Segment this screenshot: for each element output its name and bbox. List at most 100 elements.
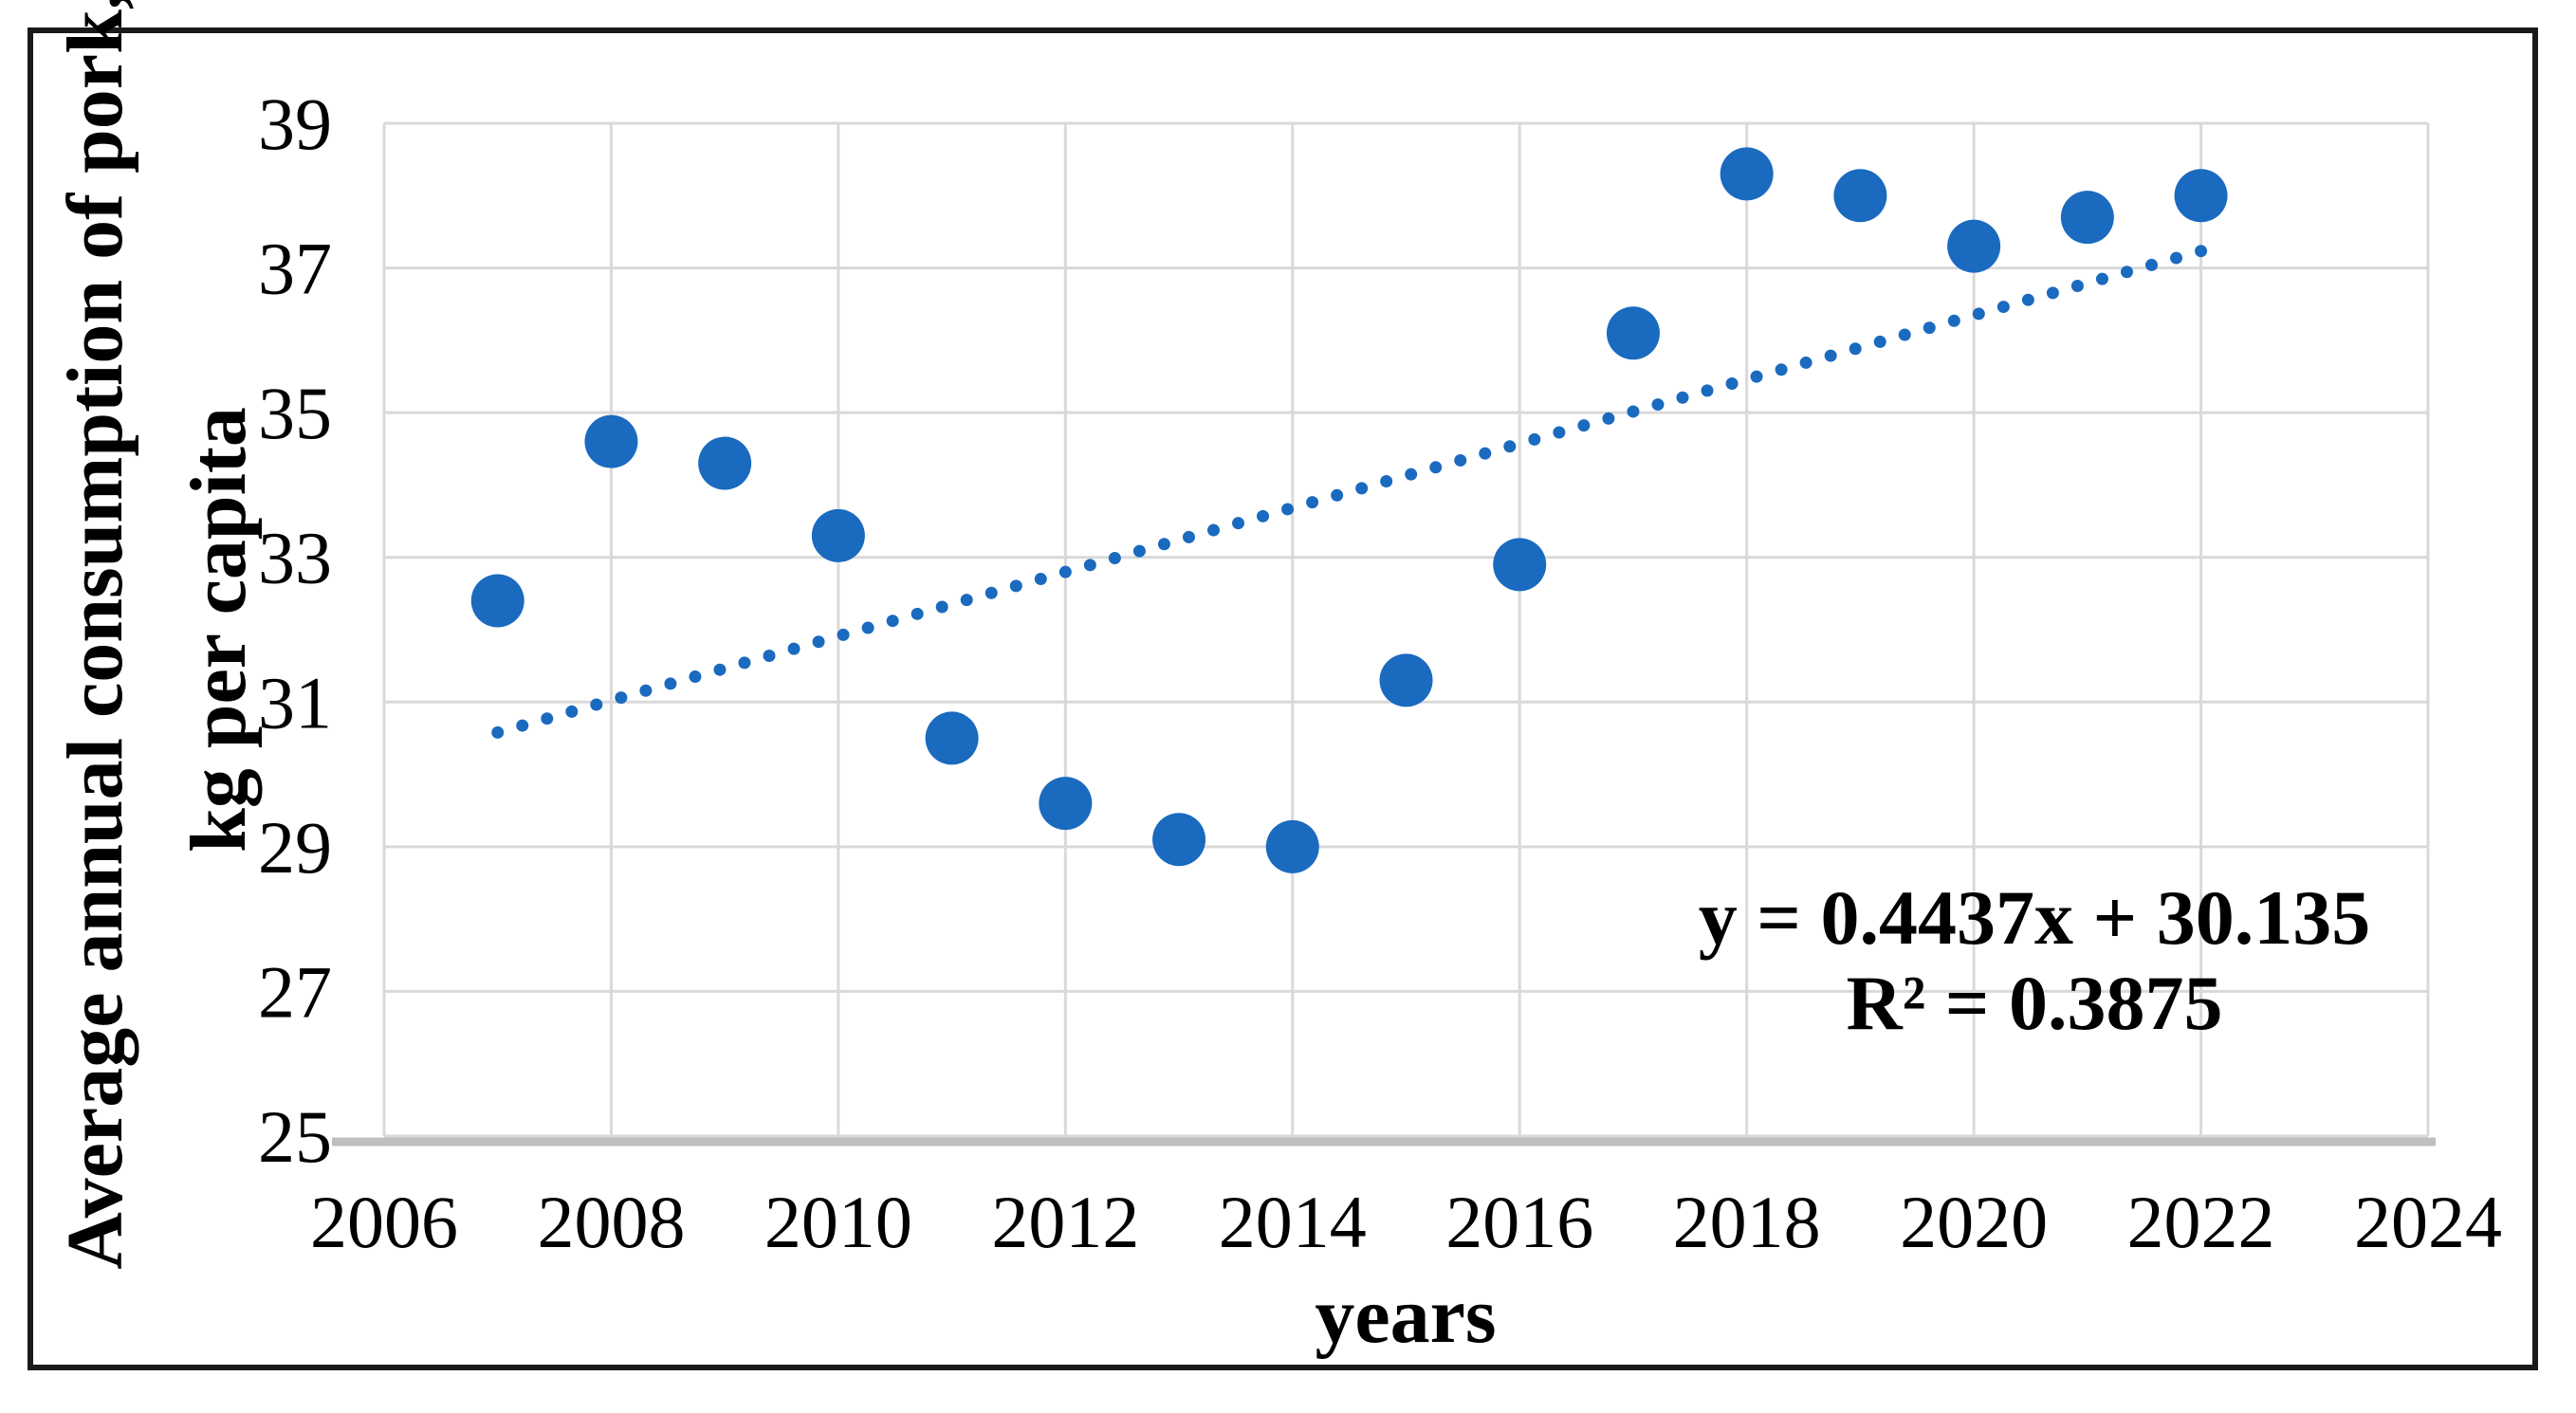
trend-dot (1873, 335, 1886, 348)
point-2014 (1265, 819, 1319, 873)
trend-dot (1898, 328, 1911, 341)
trend-dot (1281, 503, 1295, 516)
trend-dot (1528, 432, 1541, 446)
trend-dot (565, 705, 579, 718)
trend-dot (984, 586, 998, 599)
trend-dot (1206, 523, 1220, 537)
trend-dot (763, 649, 776, 662)
trend-dot (861, 621, 874, 634)
x-axis-title: years (1315, 1272, 1496, 1360)
trend-dot (1799, 356, 1812, 369)
trend-dot (1306, 496, 1319, 509)
trend-dot (1750, 370, 1763, 383)
point-2020 (1947, 219, 2001, 273)
trend-dot (713, 663, 727, 676)
x-axis-tick-labels: 2006 2008 2010 2012 2014 2016 2018 2020 2022 2024 (310, 1181, 2502, 1263)
trend-dot (590, 698, 603, 711)
trend-dot (1479, 447, 1492, 460)
trend-dot (639, 684, 653, 697)
trend-dot (615, 691, 628, 705)
x-tick-label-2018: 2018 (1673, 1181, 1821, 1263)
trend-dot (1627, 405, 1640, 418)
trend-dot (1355, 482, 1369, 495)
trend-dot (1701, 384, 1714, 397)
x-tick-label-2006: 2006 (310, 1181, 458, 1263)
figure-border (28, 28, 2538, 1370)
trend-dot (2195, 245, 2208, 258)
trend-dot (1132, 544, 1146, 558)
x-tick-label-2020: 2020 (1900, 1181, 2048, 1263)
trend-dot (2095, 272, 2108, 285)
trend-dot (2021, 293, 2034, 306)
y-axis-title-line1: Average annual consumption of pork, (51, 0, 139, 1270)
point-2021 (2060, 191, 2114, 245)
trend-dot (1058, 565, 1072, 578)
x-tick-label-2022: 2022 (2127, 1181, 2275, 1263)
point-2017 (1606, 306, 1660, 360)
trend-dot (1083, 559, 1096, 572)
trend-dot (2145, 258, 2159, 271)
trend-dot (1454, 453, 1467, 467)
trend-dot (516, 719, 529, 732)
y-axis-tick-labels: 39 37 35 33 31 29 27 25 (258, 83, 332, 1178)
trend-dot (2070, 279, 2084, 292)
trend-dot (738, 656, 751, 670)
trend-dot (2046, 286, 2059, 300)
point-2019 (1833, 169, 1887, 223)
trend-dot (1725, 377, 1739, 391)
point-2007 (470, 574, 524, 628)
x-tick-label-2010: 2010 (764, 1181, 912, 1263)
point-2022 (2174, 169, 2228, 223)
trend-dot (1775, 363, 1788, 376)
y-tick-label-33: 33 (258, 517, 332, 599)
trend-dot (1947, 314, 1960, 327)
data-points (470, 147, 2228, 873)
y-axis-title-line2: kg per capita (175, 407, 263, 853)
trend-dot (1157, 538, 1170, 551)
trend-dot (886, 615, 899, 628)
point-2008 (584, 414, 638, 468)
trend-dot (2120, 266, 2133, 279)
point-2011 (925, 711, 979, 765)
trend-dot (812, 635, 825, 649)
trend-dot (1996, 301, 2010, 314)
trend-dot (1429, 461, 1443, 474)
trend-dot (1405, 468, 1418, 481)
point-2010 (811, 508, 865, 562)
point-2016 (1493, 538, 1547, 592)
trend-dot (1034, 573, 1047, 586)
trend-dot (664, 677, 677, 690)
trend-dot (787, 642, 800, 655)
trend-dot (1009, 579, 1022, 593)
trend-dot (1577, 419, 1591, 432)
trend-dot (1257, 509, 1270, 523)
point-2013 (1152, 813, 1206, 867)
trend-dot (1602, 412, 1615, 425)
trend-dot (541, 712, 554, 725)
trend-dot (2170, 251, 2183, 265)
trend-dot (1232, 517, 1245, 530)
trend-dot (960, 594, 973, 607)
x-tick-label-2016: 2016 (1445, 1181, 1593, 1263)
trend-dot (1849, 342, 1862, 356)
trend-dot (1108, 551, 1121, 564)
point-2015 (1379, 653, 1433, 707)
trend-dot (837, 628, 850, 641)
trend-dot (1380, 475, 1393, 488)
x-tick-label-2012: 2012 (991, 1181, 1139, 1263)
trend-dot (935, 600, 948, 614)
trend-dot (1923, 321, 1936, 335)
trendline-dotted (491, 245, 2208, 739)
x-tick-label-2014: 2014 (1219, 1181, 1367, 1263)
y-tick-label-39: 39 (258, 83, 332, 165)
x-tick-label-2008: 2008 (537, 1181, 685, 1263)
point-2009 (698, 436, 752, 490)
trend-dot (1503, 440, 1517, 453)
y-tick-label-27: 27 (258, 950, 332, 1033)
y-tick-label-25: 25 (258, 1095, 332, 1178)
trend-dot (911, 607, 924, 620)
trend-dot (1651, 398, 1665, 412)
y-tick-label-31: 31 (258, 661, 332, 743)
